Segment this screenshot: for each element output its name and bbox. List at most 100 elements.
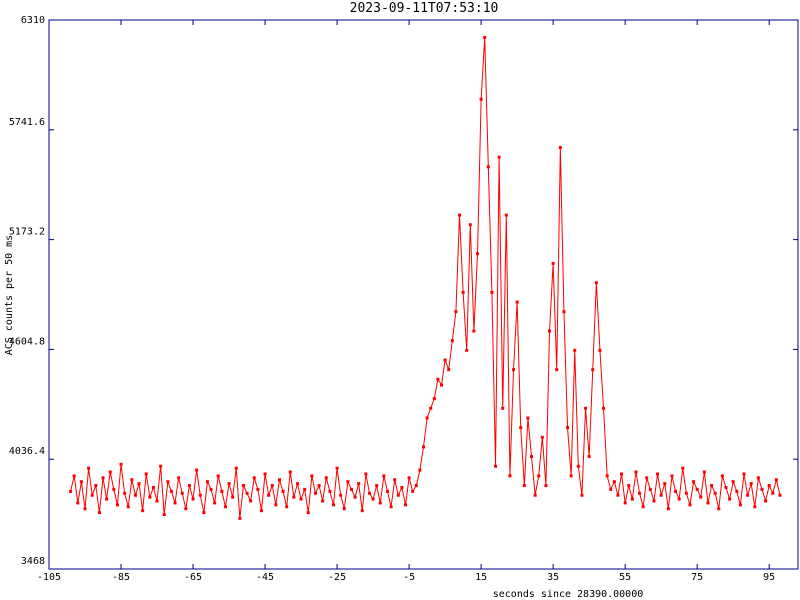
data-point — [548, 329, 552, 333]
data-point — [537, 474, 541, 478]
x-tick-label: 35 — [547, 572, 559, 583]
data-point — [202, 511, 206, 515]
data-point — [558, 145, 562, 149]
data-point — [227, 482, 231, 486]
data-point — [645, 476, 649, 480]
data-point — [148, 495, 152, 499]
data-point — [681, 466, 685, 470]
data-point — [166, 480, 170, 484]
data-point — [443, 358, 447, 362]
x-tick-label: -105 — [37, 572, 61, 583]
data-point — [119, 462, 123, 466]
data-point — [205, 480, 209, 484]
data-point — [184, 507, 188, 511]
data-point — [177, 476, 181, 480]
data-point — [429, 406, 433, 410]
y-tick-label: 3468 — [21, 556, 45, 567]
data-point — [396, 493, 400, 497]
data-point — [483, 35, 487, 39]
data-point — [656, 472, 660, 476]
data-point — [209, 487, 213, 491]
data-point — [295, 482, 299, 486]
data-point — [623, 501, 627, 505]
data-point — [342, 507, 346, 511]
data-point — [288, 470, 292, 474]
data-point — [472, 329, 476, 333]
data-point — [317, 484, 321, 488]
plot-frame — [48, 19, 799, 570]
data-point — [670, 474, 674, 478]
data-point — [461, 290, 465, 294]
data-point — [328, 489, 332, 493]
data-point — [303, 487, 307, 491]
x-axis-label: seconds since 28390.00000 — [493, 589, 644, 600]
y-tick-label: 4604.8 — [9, 336, 45, 347]
data-point — [605, 474, 609, 478]
data-point — [263, 472, 267, 476]
data-point — [555, 368, 559, 372]
data-point — [411, 489, 415, 493]
data-point — [447, 368, 451, 372]
x-tick-label: -45 — [256, 572, 274, 583]
data-point — [749, 482, 753, 486]
data-point — [198, 493, 202, 497]
data-point — [580, 493, 584, 497]
data-point — [425, 416, 429, 420]
data-point — [724, 485, 728, 489]
data-point — [695, 487, 699, 491]
data-point — [666, 507, 670, 511]
data-point — [566, 426, 570, 430]
data-point — [774, 478, 778, 482]
data-point — [659, 493, 663, 497]
data-point — [598, 348, 602, 352]
data-point — [270, 484, 274, 488]
data-point — [389, 505, 393, 509]
data-point — [72, 474, 76, 478]
data-point — [526, 416, 530, 420]
data-point — [501, 406, 505, 410]
data-point — [126, 505, 130, 509]
data-point — [259, 509, 263, 513]
data-point — [684, 491, 688, 495]
data-point — [306, 511, 310, 515]
data-point — [349, 487, 353, 491]
data-point — [486, 165, 490, 169]
data-point — [641, 505, 645, 509]
data-point — [677, 497, 681, 501]
y-tick-label: 6310 — [21, 15, 45, 26]
data-point — [223, 505, 227, 509]
data-point — [339, 493, 343, 497]
data-point — [285, 505, 289, 509]
data-point — [169, 489, 173, 493]
data-point — [767, 484, 771, 488]
data-point — [720, 474, 724, 478]
data-point — [159, 464, 163, 468]
data-point — [620, 472, 624, 476]
data-point — [137, 482, 141, 486]
data-point — [760, 487, 764, 491]
data-point — [112, 487, 116, 491]
data-point — [346, 480, 350, 484]
data-point — [79, 480, 83, 484]
data-point — [674, 489, 678, 493]
data-point — [569, 474, 573, 478]
data-point — [187, 484, 191, 488]
data-point — [778, 493, 782, 497]
data-point — [504, 213, 508, 217]
data-point — [191, 497, 195, 501]
data-point — [245, 491, 249, 495]
data-point — [688, 503, 692, 507]
data-point — [735, 489, 739, 493]
data-point — [385, 489, 389, 493]
y-tick-label: 4036.4 — [9, 446, 45, 457]
data-point — [717, 507, 721, 511]
x-tick-label: -65 — [184, 572, 202, 583]
data-point — [321, 499, 325, 503]
data-line — [70, 37, 781, 519]
data-point — [479, 97, 483, 101]
data-point — [94, 484, 98, 488]
data-point — [331, 503, 335, 507]
data-point — [378, 501, 382, 505]
